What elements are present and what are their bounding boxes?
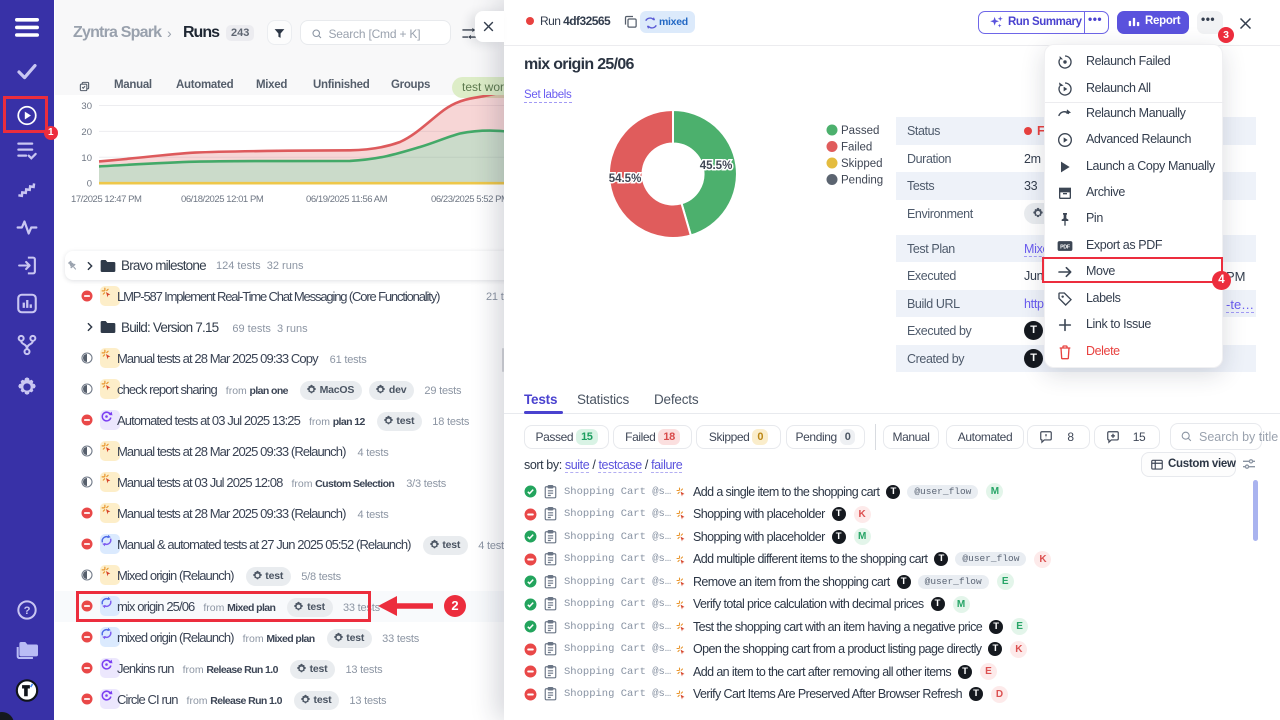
svg-text:PDF: PDF <box>1060 244 1070 250</box>
svg-text:Skipped: Skipped <box>841 158 883 170</box>
svg-text:Failed: Failed <box>841 142 872 154</box>
svg-text:30: 30 <box>81 101 92 112</box>
svg-text:?: ? <box>24 605 31 617</box>
svg-text:10: 10 <box>81 153 92 164</box>
svg-text:20: 20 <box>81 127 92 138</box>
svg-text:45.5%: 45.5% <box>700 160 733 172</box>
svg-text:0: 0 <box>87 179 92 190</box>
svg-text:Passed: Passed <box>841 125 879 137</box>
svg-text:54.5%: 54.5% <box>609 173 642 185</box>
svg-text:Pending: Pending <box>841 175 883 187</box>
